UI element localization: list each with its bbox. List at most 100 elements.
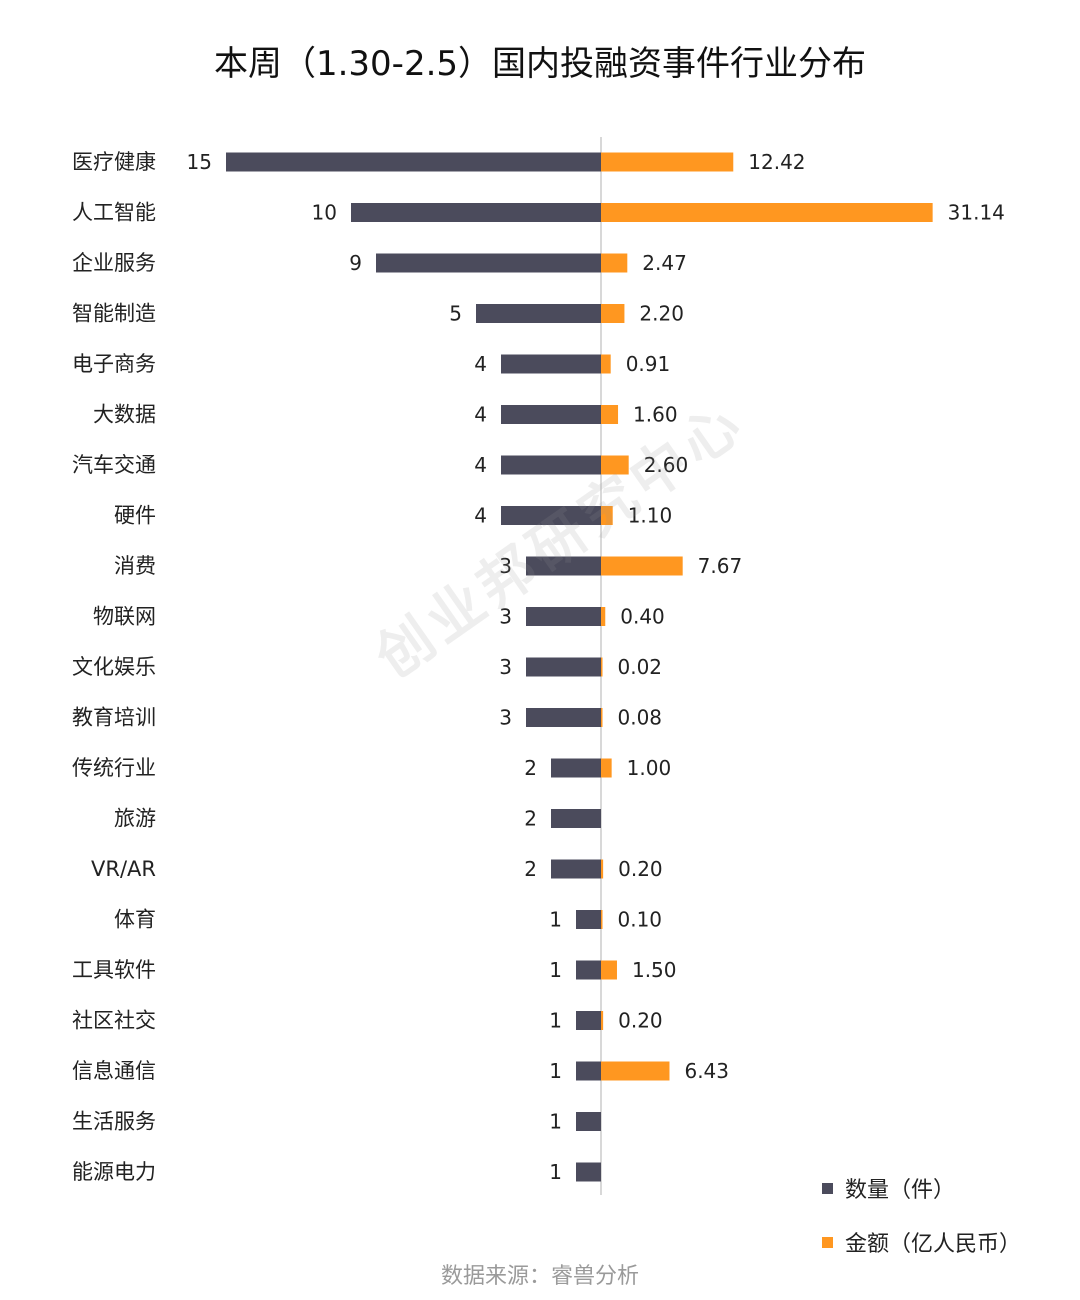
count-bar <box>501 455 601 475</box>
amount-bar <box>601 506 613 525</box>
amount-value-label: 2.60 <box>644 453 689 477</box>
amount-value-label: 31.14 <box>948 201 1005 225</box>
amount-value-label: 1.00 <box>627 756 672 780</box>
category-label: 大数据 <box>93 403 156 427</box>
count-bar <box>501 354 601 374</box>
amount-bar <box>601 657 603 677</box>
count-value-label: 4 <box>474 453 487 477</box>
amount-bar <box>601 354 611 374</box>
count-value-label: 15 <box>187 150 212 174</box>
amount-bar <box>601 203 933 222</box>
amount-value-label: 6.43 <box>684 1059 729 1083</box>
legend-amount: 金额（亿人民币） <box>822 1226 1021 1258</box>
category-label: 文化娱乐 <box>72 655 156 679</box>
amount-bar <box>601 152 734 172</box>
category-label: 人工智能 <box>72 201 156 225</box>
category-label: 信息通信 <box>72 1059 156 1083</box>
count-value-label: 3 <box>499 605 512 629</box>
count-value-label: 2 <box>524 857 537 881</box>
category-label: 消费 <box>114 554 156 578</box>
category-label: 教育培训 <box>72 706 156 730</box>
count-bar <box>501 506 601 525</box>
count-value-label: 4 <box>474 352 487 376</box>
count-bar <box>226 152 601 172</box>
amount-bar <box>601 910 603 929</box>
count-value-label: 9 <box>349 251 362 275</box>
category-label: 传统行业 <box>72 756 156 780</box>
category-label: 医疗健康 <box>72 150 156 174</box>
count-bar <box>576 1061 601 1081</box>
category-label: 电子商务 <box>72 352 156 376</box>
legend-amount-label: 金额（亿人民币） <box>845 1232 1022 1257</box>
count-value-label: 3 <box>499 554 512 578</box>
count-value-label: 3 <box>499 655 512 679</box>
amount-value-label: 0.40 <box>620 605 665 629</box>
amount-value-label: 1.50 <box>632 958 677 982</box>
count-bar <box>351 203 601 222</box>
amount-value-label: 12.42 <box>748 150 805 174</box>
count-bar <box>476 304 601 323</box>
amount-bar <box>601 607 606 626</box>
legend-count: 数量（件） <box>822 1172 955 1204</box>
amount-bar <box>601 405 619 424</box>
count-bar <box>376 253 601 273</box>
count-bar <box>526 708 601 727</box>
amount-bar <box>601 1061 670 1081</box>
amount-value-label: 0.91 <box>626 352 671 376</box>
amount-bar <box>601 304 625 323</box>
amount-value-label: 0.08 <box>618 706 663 730</box>
legend-count-swatch <box>822 1182 833 1194</box>
amount-bar <box>601 455 629 475</box>
legend-amount-swatch <box>822 1236 833 1248</box>
count-value-label: 4 <box>474 403 487 427</box>
count-value-label: 1 <box>549 908 562 932</box>
amount-value-label: 7.67 <box>698 554 743 578</box>
amount-value-label: 0.10 <box>618 908 663 932</box>
count-value-label: 5 <box>449 302 462 326</box>
amount-value-label: 0.20 <box>618 1009 663 1033</box>
count-value-label: 1 <box>549 1009 562 1033</box>
count-bar <box>576 910 601 929</box>
category-label: 生活服务 <box>72 1110 156 1134</box>
category-label: 汽车交通 <box>72 453 156 477</box>
amount-bar <box>601 253 628 273</box>
category-label: 企业服务 <box>72 251 156 275</box>
count-bar <box>551 758 601 778</box>
amount-bar <box>601 859 604 879</box>
amount-bar <box>601 708 603 727</box>
count-value-label: 1 <box>549 958 562 982</box>
amount-bar <box>601 758 612 778</box>
category-label: 物联网 <box>93 605 156 629</box>
chart-title: 本周（1.30-2.5）国内投融资事件行业分布 <box>213 44 867 84</box>
amount-value-label: 1.10 <box>628 504 673 528</box>
count-bar <box>551 809 601 828</box>
count-bar <box>576 1162 601 1182</box>
category-label: 硬件 <box>114 504 156 528</box>
count-value-label: 10 <box>312 201 337 225</box>
amount-value-label: 1.60 <box>633 403 678 427</box>
source-note: 数据来源：睿兽分析 <box>440 1264 639 1289</box>
count-bar <box>576 1112 601 1131</box>
count-bar <box>576 960 601 980</box>
category-label: 智能制造 <box>72 302 156 326</box>
category-label: VR/AR <box>91 857 156 881</box>
count-value-label: 1 <box>549 1059 562 1083</box>
category-label: 社区社交 <box>72 1009 156 1033</box>
count-value-label: 2 <box>524 756 537 780</box>
category-label: 旅游 <box>114 807 156 831</box>
count-value-label: 3 <box>499 706 512 730</box>
count-bar <box>526 657 601 677</box>
amount-bar <box>601 556 683 576</box>
amount-value-label: 2.20 <box>639 302 684 326</box>
count-value-label: 2 <box>524 807 537 831</box>
amount-bar <box>601 1011 604 1030</box>
amount-bar <box>601 960 617 980</box>
count-bar <box>526 556 601 576</box>
category-label: 体育 <box>114 908 156 932</box>
count-bar <box>501 405 601 424</box>
legend-count-label: 数量（件） <box>845 1178 956 1203</box>
amount-value-label: 2.47 <box>642 251 687 275</box>
count-value-label: 1 <box>549 1160 562 1184</box>
